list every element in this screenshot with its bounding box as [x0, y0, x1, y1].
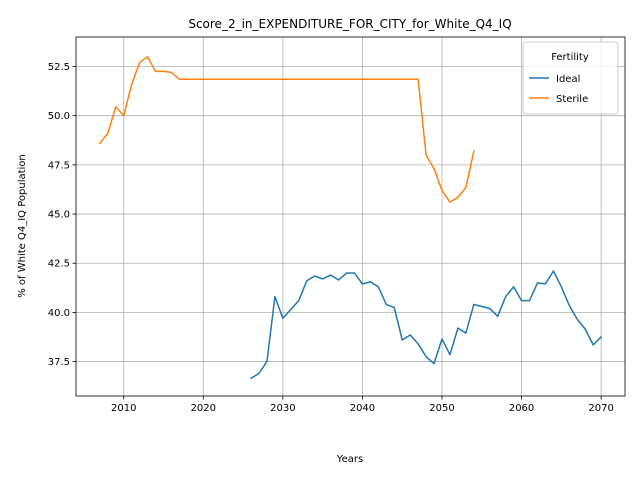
series-lines [98, 55, 603, 380]
legend-box [522, 41, 619, 115]
y-tick-label: 40.0 [48, 308, 70, 319]
x-axis-label: Years [336, 454, 363, 465]
x-tick-label: 2070 [588, 403, 613, 414]
legend-entries: Ideal Sterile [529, 74, 588, 105]
x-tick-label: 2030 [270, 403, 295, 414]
y-tick-label: 37.5 [48, 357, 70, 368]
y-axis-ticks: 37.5 40.0 42.5 45.0 47.5 50.0 52.5 [48, 62, 76, 368]
y-tick-label: 52.5 [48, 62, 70, 73]
plot-frame [75, 36, 626, 397]
y-axis-label: % of White Q4_IQ Population [17, 154, 28, 298]
legend: Fertility Ideal Sterile [522, 41, 619, 115]
series-line-ideal [250, 270, 603, 380]
y-tick-label: 50.0 [48, 111, 70, 122]
chart-title: Score_2_in_EXPENDITURE_FOR_CITY_for_Whit… [188, 17, 511, 31]
x-tick-label: 2050 [429, 403, 454, 414]
x-tick-label: 2020 [191, 403, 216, 414]
legend-title: Fertility [551, 52, 589, 63]
y-tick-label: 45.0 [48, 210, 70, 221]
x-tick-label: 2010 [111, 403, 136, 414]
x-axis-ticks: 2010 2020 2030 2040 2050 2060 2070 [111, 396, 614, 414]
x-tick-label: 2060 [509, 403, 534, 414]
x-tick-label: 2040 [350, 403, 375, 414]
series-line-sterile [98, 55, 475, 203]
y-tick-label: 47.5 [48, 160, 70, 171]
y-tick-label: 42.5 [48, 259, 70, 270]
legend-label-ideal: Ideal [556, 74, 580, 85]
legend-label-sterile: Sterile [556, 94, 588, 105]
